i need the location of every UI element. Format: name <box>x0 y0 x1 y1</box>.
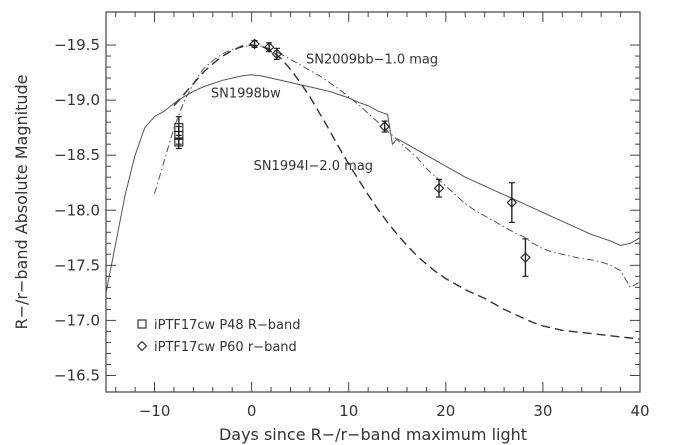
diamond-marker <box>271 48 283 60</box>
legend-label: iPTF17cw P60 r−band <box>154 340 297 355</box>
diamond-marker <box>249 38 260 50</box>
curve-annotation: SN2009bb−1.0 mag <box>306 52 438 67</box>
x-tick-label: 20 <box>436 402 455 420</box>
x-axis-label: Days since R−/r−band maximum light <box>219 425 527 444</box>
x-tick-label: 40 <box>630 402 649 420</box>
x-tick-label: 10 <box>339 402 358 420</box>
curve-annotations: SN2009bb−1.0 mag SN1998bw SN1994I−2.0 mag <box>211 52 438 174</box>
model-curves <box>106 44 640 340</box>
y-tick-label: −18.5 <box>54 146 100 164</box>
legend-diamond-marker <box>136 340 148 352</box>
diamond-marker <box>520 252 531 263</box>
diamond-marker <box>433 182 445 194</box>
legend: iPTF17cw P48 R−band iPTF17cw P60 r−band <box>136 318 300 355</box>
legend-square-marker <box>137 319 147 329</box>
diamond-marker <box>379 121 390 132</box>
y-tick-label: −19.0 <box>54 91 100 109</box>
data-points <box>174 38 531 277</box>
axes: −10 0 10 20 30 40 −16.5 −17.0 −17.5 −18.0 −18.5 −19… <box>54 11 650 420</box>
curve-2 <box>154 44 640 289</box>
y-tick-label: −19.5 <box>54 36 100 54</box>
y-tick-label: −18.0 <box>54 201 100 219</box>
x-tick-label: 30 <box>533 402 552 420</box>
diamond-marker <box>263 41 275 53</box>
plot-frame <box>105 11 641 393</box>
curve-1 <box>106 74 640 293</box>
square-marker <box>174 137 184 147</box>
y-tick-label: −17.5 <box>54 256 100 274</box>
y-tick-label: −16.5 <box>54 366 100 384</box>
legend-label: iPTF17cw P48 R−band <box>154 318 300 333</box>
curve-annotation: SN1998bw <box>211 87 281 102</box>
x-tick-label: 0 <box>247 402 257 420</box>
curve-annotation: SN1994I−2.0 mag <box>254 159 373 174</box>
diamond-marker <box>506 197 518 208</box>
y-tick-label: −17.0 <box>54 311 100 329</box>
x-tick-label: −10 <box>139 402 171 420</box>
y-axis-label: R−/r−band Absolute Magnitude <box>12 74 31 329</box>
